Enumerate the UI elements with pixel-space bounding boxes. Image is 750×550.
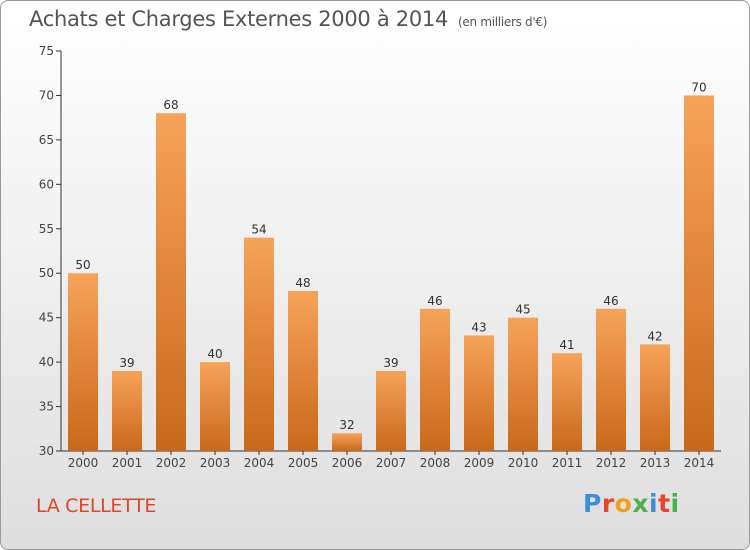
y-tick-label: 70 (39, 88, 54, 102)
bar (464, 335, 494, 451)
chart-title: Achats et Charges Externes 2000 à 2014 (e… (29, 7, 547, 31)
bar (596, 308, 626, 451)
y-tick-label: 35 (39, 400, 54, 414)
commune-name: LA CELLETTE (36, 495, 157, 517)
bar-value-label: 50 (75, 258, 90, 272)
bar (200, 362, 230, 451)
y-tick-label: 60 (39, 177, 54, 191)
bar-value-label: 48 (295, 276, 310, 290)
bar-value-label: 68 (163, 98, 178, 112)
logo-letter: i (649, 489, 659, 518)
x-tick-label: 2000 (68, 456, 99, 470)
bar-value-label: 41 (559, 338, 574, 352)
logo-letter: t (658, 489, 671, 518)
y-tick-label: 40 (39, 355, 54, 369)
bar (112, 371, 142, 451)
bar (684, 95, 714, 451)
bar-value-label: 39 (383, 356, 398, 370)
x-tick-label: 2004 (244, 456, 275, 470)
x-tick-label: 2013 (640, 456, 671, 470)
bar (288, 291, 318, 451)
x-tick-label: 2001 (112, 456, 143, 470)
logo-letter: o (614, 489, 633, 518)
bar-value-label: 40 (207, 347, 222, 361)
bar (420, 308, 450, 451)
bar-value-label: 42 (647, 329, 662, 343)
x-tick-label: 2009 (464, 456, 495, 470)
y-tick-label: 45 (39, 311, 54, 325)
bar (376, 371, 406, 451)
bar (332, 433, 362, 451)
bar (508, 317, 538, 451)
x-tick-label: 2002 (156, 456, 187, 470)
title-text: Achats et Charges Externes 2000 à 2014 (29, 7, 449, 31)
x-tick-label: 2008 (420, 456, 451, 470)
bar (552, 353, 582, 451)
x-tick-label: 2010 (508, 456, 539, 470)
bar-value-label: 54 (251, 223, 266, 237)
proxiti-logo: Proxiti (583, 489, 680, 518)
x-tick-label: 2014 (684, 456, 715, 470)
logo-letter: P (583, 489, 602, 518)
bar (640, 344, 670, 451)
x-tick-label: 2011 (552, 456, 583, 470)
logo-letter: r (601, 489, 615, 518)
y-tick-label: 65 (39, 133, 54, 147)
y-tick-label: 55 (39, 222, 54, 236)
y-tick-label: 30 (39, 444, 54, 458)
x-tick-label: 2007 (376, 456, 407, 470)
y-tick-label: 50 (39, 266, 54, 280)
bar-value-label: 39 (119, 356, 134, 370)
bar-value-label: 43 (471, 320, 486, 334)
x-tick-label: 2005 (288, 456, 319, 470)
bar-value-label: 45 (515, 303, 530, 317)
y-tick-label: 75 (39, 44, 54, 58)
x-tick-label: 2012 (596, 456, 627, 470)
bar-value-label: 32 (339, 418, 354, 432)
bar (244, 237, 274, 451)
logo-letter: x (632, 489, 649, 518)
title-unit: (en milliers d'€) (458, 15, 548, 29)
bar-value-label: 70 (691, 80, 706, 94)
bar-value-label: 46 (427, 294, 442, 308)
bar-value-label: 46 (603, 294, 618, 308)
bar (68, 273, 98, 451)
logo-letter: i (670, 489, 680, 518)
x-tick-label: 2006 (332, 456, 363, 470)
bar (156, 113, 186, 451)
x-tick-label: 2003 (200, 456, 231, 470)
